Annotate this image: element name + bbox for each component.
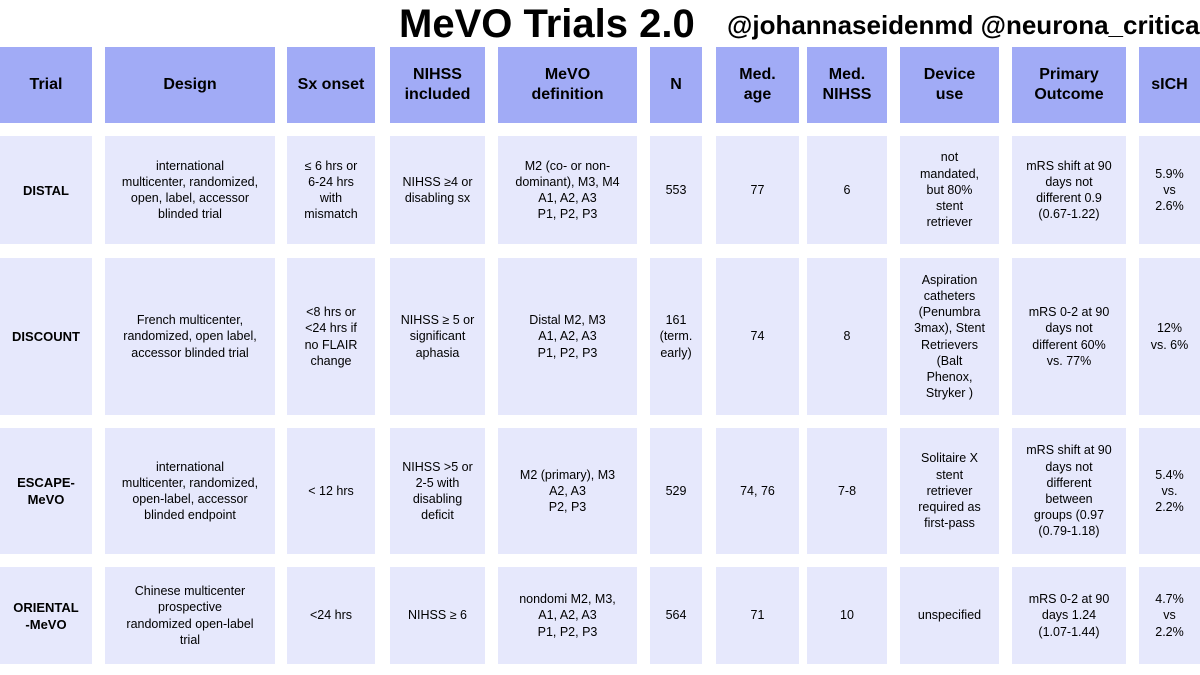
author-handles: @johannaseidenmd @neurona_critica xyxy=(727,10,1200,40)
table-cell-med-nihss: 7-8 xyxy=(807,428,887,554)
table-cell-sx-onset: <24 hrs xyxy=(287,567,375,664)
table-cell-primary-outcome: mRS 0-2 at 90 days not different 60% vs.… xyxy=(1012,258,1126,415)
column-header-trial: Trial xyxy=(0,47,92,123)
table-cell-device-use: Solitaire X stent retriever required as … xyxy=(900,428,999,554)
table-cell-sich: 4.7% vs 2.2% xyxy=(1139,567,1200,664)
column-header-sich: sICH xyxy=(1139,47,1200,123)
table-cell-design: international multicenter, randomized, o… xyxy=(105,428,275,554)
table-cell-primary-outcome: mRS 0-2 at 90 days 1.24 (1.07-1.44) xyxy=(1012,567,1126,664)
table-cell-design: Chinese multicenter prospective randomiz… xyxy=(105,567,275,664)
table-cell-mevo-definition: M2 (co- or non- dominant), M3, M4 A1, A2… xyxy=(498,136,637,244)
column-header-nihss-included: NIHSS included xyxy=(390,47,485,123)
column-header-design: Design xyxy=(105,47,275,123)
column-header-sx-onset: Sx onset xyxy=(287,47,375,123)
table-cell-sich: 12% vs. 6% xyxy=(1139,258,1200,415)
column-header-mevo-definition: MeVO definition xyxy=(498,47,637,123)
table-cell-n: 529 xyxy=(650,428,702,554)
table-cell-mevo-definition: nondomi M2, M3, A1, A2, A3 P1, P2, P3 xyxy=(498,567,637,664)
table-cell-mevo-definition: Distal M2, M3 A1, A2, A3 P1, P2, P3 xyxy=(498,258,637,415)
table-cell-sx-onset: < 12 hrs xyxy=(287,428,375,554)
table-cell-primary-outcome: mRS shift at 90 days not different betwe… xyxy=(1012,428,1126,554)
table-cell-n: 553 xyxy=(650,136,702,244)
column-header-device-use: Device use xyxy=(900,47,999,123)
page-title: MeVO Trials 2.0 xyxy=(399,2,695,46)
table-cell-med-age: 71 xyxy=(716,567,799,664)
table-cell-med-age: 77 xyxy=(716,136,799,244)
trial-name-cell: ORIENTAL -MeVO xyxy=(0,567,92,664)
trial-name-cell: DISCOUNT xyxy=(0,258,92,415)
table-cell-med-age: 74 xyxy=(716,258,799,415)
table-cell-nihss-included: NIHSS ≥4 or disabling sx xyxy=(390,136,485,244)
table-cell-sich: 5.9% vs 2.6% xyxy=(1139,136,1200,244)
trial-name-cell: ESCAPE- MeVO xyxy=(0,428,92,554)
table-cell-device-use: unspecified xyxy=(900,567,999,664)
table-cell-primary-outcome: mRS shift at 90 days not different 0.9 (… xyxy=(1012,136,1126,244)
table-cell-nihss-included: NIHSS ≥ 5 or significant aphasia xyxy=(390,258,485,415)
column-header-primary-outcome: Primary Outcome xyxy=(1012,47,1126,123)
table-cell-design: French multicenter, randomized, open lab… xyxy=(105,258,275,415)
table-cell-med-nihss: 6 xyxy=(807,136,887,244)
table-cell-sx-onset: <8 hrs or <24 hrs if no FLAIR change xyxy=(287,258,375,415)
trial-name-cell: DISTAL xyxy=(0,136,92,244)
table-cell-med-nihss: 10 xyxy=(807,567,887,664)
table-cell-sich: 5.4% vs. 2.2% xyxy=(1139,428,1200,554)
table-cell-sx-onset: ≤ 6 hrs or 6-24 hrs with mismatch xyxy=(287,136,375,244)
column-header-n: N xyxy=(650,47,702,123)
table-cell-n: 161 (term. early) xyxy=(650,258,702,415)
column-header-med-age: Med. age xyxy=(716,47,799,123)
column-header-med-nihss: Med. NIHSS xyxy=(807,47,887,123)
table-cell-med-age: 74, 76 xyxy=(716,428,799,554)
table-cell-mevo-definition: M2 (primary), M3 A2, A3 P2, P3 xyxy=(498,428,637,554)
table-cell-device-use: Aspiration catheters (Penumbra 3max), St… xyxy=(900,258,999,415)
table-cell-device-use: not mandated, but 80% stent retriever xyxy=(900,136,999,244)
table-cell-design: international multicenter, randomized, o… xyxy=(105,136,275,244)
table-cell-n: 564 xyxy=(650,567,702,664)
table-cell-med-nihss: 8 xyxy=(807,258,887,415)
table-cell-nihss-included: NIHSS >5 or 2-5 with disabling deficit xyxy=(390,428,485,554)
table-cell-nihss-included: NIHSS ≥ 6 xyxy=(390,567,485,664)
